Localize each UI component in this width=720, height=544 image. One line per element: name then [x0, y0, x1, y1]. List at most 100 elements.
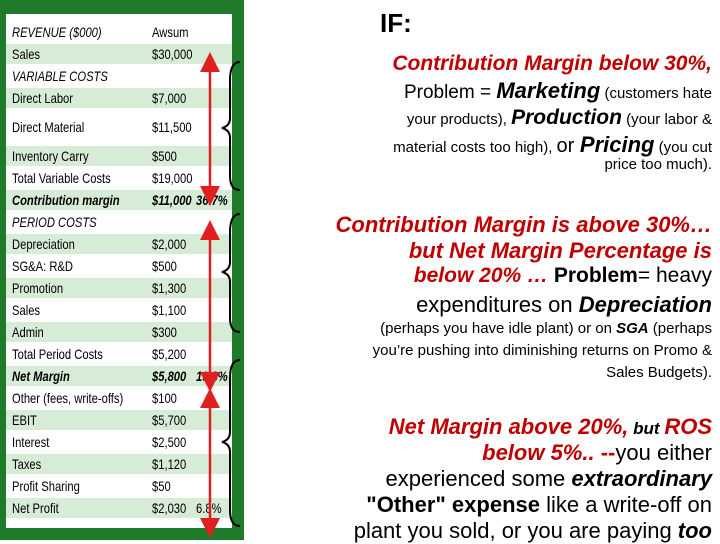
row-label: VARIABLE COSTS — [12, 68, 108, 84]
table-header-row: REVENUE ($000) Awsum — [6, 22, 232, 42]
row-value: $5,800 — [152, 368, 187, 384]
table-row: Depreciation $2,000 — [6, 234, 232, 254]
table-row: Direct Material $11,500 — [6, 110, 232, 144]
row-value: $2,000 — [152, 236, 187, 252]
s1-marketing: Marketing — [496, 78, 601, 103]
row-label: EBIT — [12, 412, 37, 428]
table-row: SG&A: R&D $500 — [6, 256, 232, 276]
row-label: Profit Sharing — [12, 478, 80, 494]
page-title: IF: — [380, 8, 412, 38]
s1-line4-tail: (you cut — [654, 139, 712, 156]
row-value: $11,500 — [152, 119, 192, 135]
row-value: $2,500 — [152, 434, 187, 450]
s1-line2-tail: (customers hate — [600, 85, 712, 102]
row-label: Total Variable Costs — [12, 170, 111, 186]
row-label: Other (fees, write-offs) — [12, 390, 124, 406]
s2-expenditures: expenditures on — [416, 292, 579, 317]
s2-line1: Contribution Margin is above 30%… — [335, 212, 712, 237]
row-label: PERIOD COSTS — [12, 214, 97, 230]
financial-table: REVENUE ($000) Awsum Sales $30,000 VARIABL… — [6, 14, 232, 528]
s1-or: or — [556, 135, 580, 157]
s2-line4: expenditures on Depreciation — [416, 292, 712, 318]
row-label: Direct Material — [12, 119, 85, 135]
brace-3 — [221, 359, 241, 527]
s1-line3-tail: (your labor & — [621, 111, 712, 128]
table-row: Interest $2,500 — [6, 432, 232, 452]
header-label: REVENUE ($000) — [12, 24, 102, 40]
s3-line5: plant you sold, or you are paying too — [354, 518, 712, 544]
row-value: $1,120 — [152, 456, 187, 472]
row-value: $1,100 — [152, 302, 187, 318]
row-value: $1,300 — [152, 280, 187, 296]
s2-line7: Sales Budgets). — [606, 364, 712, 381]
s3-line3: experienced some extraordinary — [385, 466, 712, 492]
s3-below-5: below 5%.. — [482, 440, 601, 465]
table-row: Inventory Carry $500 — [6, 146, 232, 166]
header-value: Awsum — [152, 24, 189, 40]
s2-sga: SGA — [616, 320, 649, 337]
row-value: $7,000 — [152, 90, 187, 106]
row-value: $300 — [152, 324, 177, 340]
s2-line5-tail: (perhaps — [648, 320, 712, 337]
s2-line2: but Net Margin Percentage is — [408, 238, 712, 263]
row-label: Promotion — [12, 280, 64, 296]
s3-extraordinary: extraordinary — [571, 466, 712, 491]
row-label: Direct Labor — [12, 90, 74, 106]
table-row: Sales $30,000 — [6, 44, 232, 64]
table-row: EBIT $5,700 — [6, 410, 232, 430]
row-value: $11,000 — [152, 192, 192, 208]
table-row: VARIABLE COSTS — [6, 66, 232, 86]
s1-production: Production — [511, 106, 622, 129]
s2-line5-a: (perhaps you have idle plant) or on — [380, 320, 617, 337]
row-value: $5,200 — [152, 346, 187, 362]
s3-net-margin: Net Margin above 20%, — [388, 414, 629, 439]
table-row: PERIOD COSTS — [6, 212, 232, 232]
s1-line3: your products), Production (your labor & — [407, 106, 712, 130]
s3-too: too — [677, 518, 712, 543]
s1-line4-a: material costs too high), — [393, 139, 557, 156]
row-value: $100 — [152, 390, 177, 406]
s3-experienced: experienced some — [385, 466, 572, 491]
s2-depreciation: Depreciation — [578, 292, 712, 317]
table-row: Profit Sharing $50 — [6, 476, 232, 496]
table-row: Direct Labor $7,000 — [6, 88, 232, 108]
row-label: Admin — [12, 324, 44, 340]
table-row: Admin $300 — [6, 322, 232, 342]
s1-line5: price too much). — [604, 156, 712, 173]
row-label: Net Margin — [12, 368, 70, 384]
row-value: $30,000 — [152, 46, 193, 62]
row-label: Depreciation — [12, 236, 75, 252]
row-label: Net Profit — [12, 500, 59, 516]
table-row: Promotion $1,300 — [6, 278, 232, 298]
s1-line2: Problem = Marketing (customers hate — [404, 78, 712, 104]
brace-2 — [221, 213, 241, 333]
row-value: $2,030 — [152, 500, 187, 516]
s1-heading: Contribution Margin below 30%, — [392, 52, 712, 75]
s2-problem: Problem — [548, 264, 638, 287]
s3-but: but — [628, 419, 665, 438]
s2-heavy: = heavy — [637, 264, 712, 287]
s1-problem-label: Problem = — [403, 82, 497, 103]
row-label: Inventory Carry — [12, 148, 89, 164]
row-label: Contribution margin — [12, 192, 120, 208]
s2-line6: you’re pushing into diminishing returns … — [372, 342, 712, 359]
s3-line1: Net Margin above 20%, but ROS — [389, 414, 712, 440]
s3-writeoff: like a write-off on — [539, 492, 712, 517]
s3-you-either: you either — [615, 440, 712, 465]
s2-line3: below 20% … Problem= heavy — [414, 264, 712, 288]
row-label: SG&A: R&D — [12, 258, 73, 274]
row-value: $5,700 — [152, 412, 187, 428]
row-label: Interest — [12, 434, 50, 450]
s3-other-expense: "Other" expense — [366, 492, 540, 517]
s3-dash: -- — [600, 440, 616, 465]
s1-line4: material costs too high), or Pricing (yo… — [393, 132, 712, 158]
s1-pricing: Pricing — [579, 132, 655, 157]
row-label: Taxes — [12, 456, 42, 472]
row-value: $500 — [152, 258, 177, 274]
table-row: Other (fees, write-offs) $100 — [6, 388, 232, 408]
row-value: $19,000 — [152, 170, 193, 186]
s3-ros: ROS — [664, 414, 712, 439]
row-label: Total Period Costs — [12, 346, 103, 362]
table-row: Sales $1,100 — [6, 300, 232, 320]
s2-below-20: below 20% … — [413, 264, 548, 287]
